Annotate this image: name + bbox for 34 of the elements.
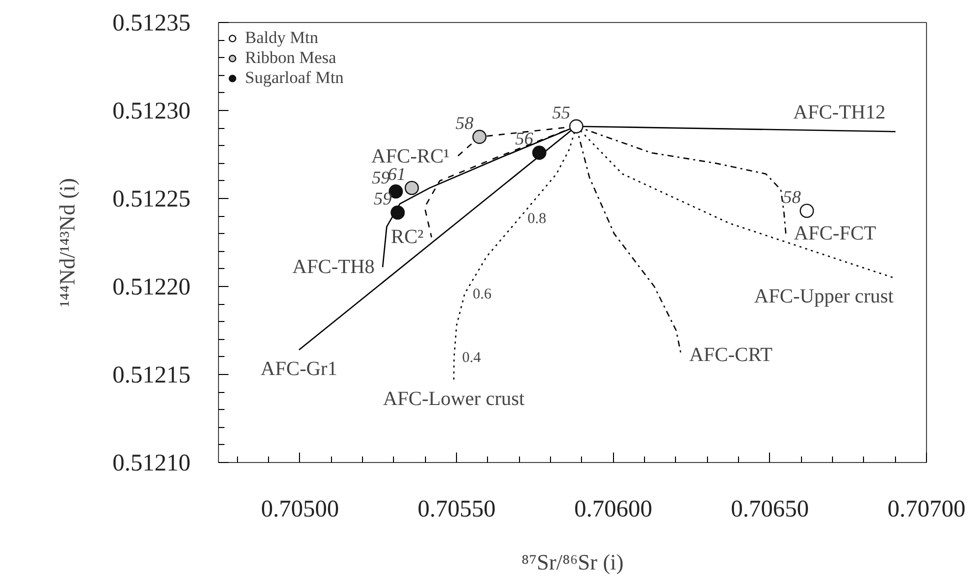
annotation: 56 (515, 128, 534, 149)
series-label: AFC-CRT (689, 344, 772, 366)
series-label: AFC-TH8 (292, 256, 375, 278)
series-label: AFC-Upper crust (754, 286, 894, 308)
legend-label: Baldy Mtn (245, 28, 318, 48)
annotation: 58 (455, 112, 474, 133)
series-label: AFC-RC¹ (371, 145, 450, 168)
x-tick-label: 0.70500 (260, 496, 339, 522)
series-label: RC² (390, 226, 424, 248)
series-label: AFC-TH12 (793, 102, 886, 124)
x-axis-title: ⁸⁷Sr/⁸⁶Sr (i) (521, 550, 624, 574)
x-tick-label: 0.70600 (574, 496, 652, 522)
y-tick-label: 0.51230 (112, 98, 190, 124)
annotation: 0.6 (472, 286, 492, 303)
y-tick-label: 0.51210 (112, 450, 190, 476)
annotation: 55 (552, 102, 570, 122)
annotation: 0.8 (528, 210, 546, 227)
y-tick-label: 0.51220 (112, 274, 190, 300)
x-tick-label: 0.70700 (888, 496, 966, 522)
series-label: AFC-Lower crust (382, 388, 526, 410)
annotation: 59 (372, 167, 390, 188)
y-tick-label: 0.51235 (112, 10, 190, 36)
series-label: AFC-FCT (794, 222, 876, 245)
y-axis-title: ¹⁴⁴Nd/¹⁴³Nd (i) (54, 178, 80, 307)
legend-label: Ribbon Mesa (245, 48, 336, 68)
x-tick-label: 0.70550 (418, 496, 496, 522)
series-label: AFC-Gr1 (260, 358, 338, 380)
y-tick-label: 0.51225 (112, 186, 190, 212)
annotation: 59 (374, 188, 392, 209)
x-tick-label: 0.70650 (730, 496, 809, 522)
y-tick-label: 0.51215 (112, 362, 190, 388)
legend-label: Sugarloaf Mtn (245, 68, 344, 88)
annotation: 0.4 (462, 350, 482, 366)
annotation: 58 (782, 186, 801, 207)
